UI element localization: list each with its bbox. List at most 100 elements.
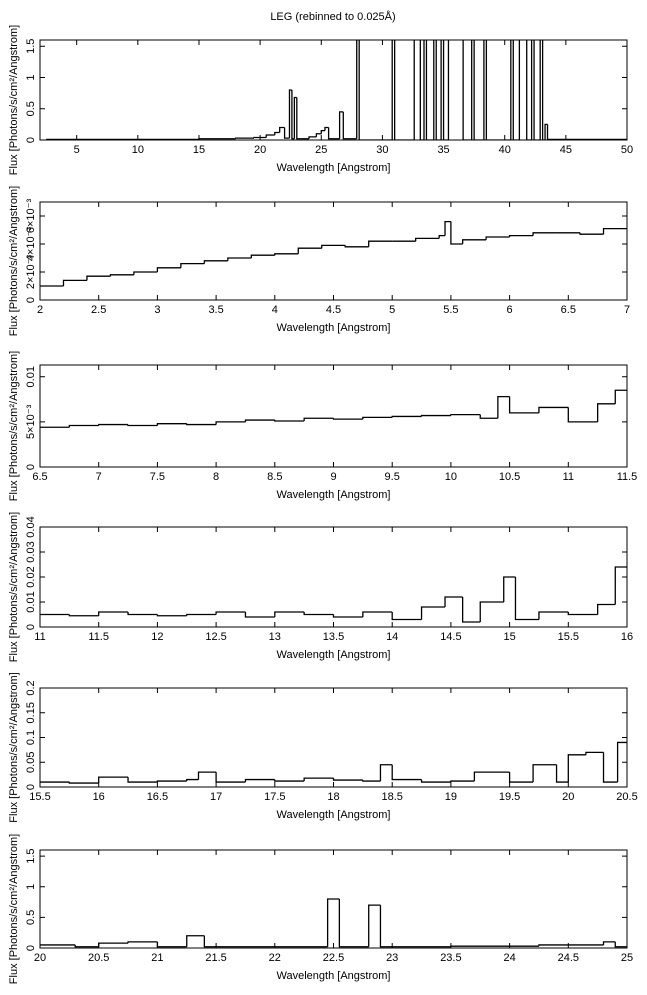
flux-step — [303, 612, 334, 616]
x-tick-label: 22.5 — [323, 952, 344, 964]
x-tick-label: 11.5 — [617, 471, 638, 483]
flux-step — [127, 777, 158, 783]
flux-step — [530, 40, 533, 140]
x-tick-label: 18.5 — [381, 791, 402, 803]
flux-step — [413, 40, 415, 140]
flux-step — [362, 416, 393, 420]
y-tick-label: 1 — [25, 74, 37, 80]
y-axis-label: Flux [Photons/s/cm²/Angstrom] — [8, 672, 20, 822]
flux-step — [585, 751, 604, 755]
flux-step — [447, 40, 450, 140]
x-axis-label: Wavelength [Angstrom] — [277, 970, 391, 982]
flux-step — [614, 389, 627, 404]
y-tick-label: 0.01 — [25, 366, 37, 387]
flux-step — [244, 612, 275, 618]
chart-title: LEG (rebinned to 0.025Å) — [270, 10, 395, 23]
flux-step — [338, 111, 344, 139]
x-tick-label: 15.5 — [558, 631, 579, 643]
flux-step — [415, 237, 440, 242]
flux-step — [368, 240, 393, 247]
x-tick-label: 10.5 — [499, 471, 520, 483]
flux-step — [614, 941, 627, 948]
x-tick-label: 15.5 — [29, 791, 50, 803]
flux-step — [450, 780, 475, 783]
flux-step — [391, 415, 422, 418]
plot-area — [40, 220, 627, 287]
flux-step — [127, 424, 158, 427]
flux-step — [479, 414, 498, 419]
y-axis-label: Flux [Photons/s/cm²/Angstrom] — [8, 25, 20, 175]
flux-step — [320, 129, 325, 134]
x-tick-label: 14 — [386, 631, 398, 643]
x-tick-label: 4 — [272, 304, 278, 316]
y-tick-label: 4×10⁻³ — [25, 227, 37, 262]
x-tick-label: 10 — [445, 471, 457, 483]
flux-step — [127, 612, 158, 616]
flux-step — [393, 40, 415, 140]
flux-step — [98, 776, 129, 784]
flux-step — [186, 613, 217, 616]
flux-step — [321, 244, 346, 249]
x-axis-label: Wavelength [Angstrom] — [277, 162, 391, 174]
plot-frame — [39, 39, 628, 141]
flux-step — [291, 90, 295, 140]
x-tick-label: 9.5 — [385, 471, 400, 483]
flux-step — [471, 40, 473, 140]
flux-step — [567, 407, 598, 423]
flux-step — [274, 611, 305, 617]
x-tick-label: 12.5 — [205, 631, 226, 643]
flux-step — [450, 221, 463, 245]
plot-frame — [39, 849, 628, 949]
flux-step — [332, 614, 363, 618]
flux-step — [602, 941, 616, 945]
flux-step — [508, 234, 534, 237]
flux-step — [539, 40, 541, 140]
plot-frame — [39, 364, 628, 468]
flux-step — [497, 395, 510, 419]
flux-step — [186, 935, 205, 947]
x-tick-label: 50 — [621, 144, 633, 156]
x-tick-label: 25 — [315, 144, 327, 156]
flux-step — [514, 577, 539, 621]
flux-step — [379, 764, 393, 782]
flux-step — [538, 611, 569, 620]
flux-step — [342, 111, 357, 140]
flux-step — [74, 944, 99, 948]
flux-step — [508, 772, 534, 783]
flux-step — [215, 611, 246, 615]
x-tick-label: 11 — [563, 471, 574, 483]
y-tick-label: 0.5 — [25, 910, 37, 925]
x-tick-label: 9 — [330, 471, 336, 483]
x-tick-label: 24 — [503, 952, 515, 964]
x-tick-label: 7 — [624, 304, 630, 316]
flux-step — [358, 40, 393, 140]
flux-step — [616, 741, 627, 783]
flux-step — [533, 40, 541, 140]
y-tick-label: 1 — [25, 884, 37, 890]
flux-step — [473, 40, 484, 140]
y-tick-label: 0.04 — [25, 516, 37, 537]
y-axis-label: Flux [Photons/s/cm²/Angstrom] — [8, 512, 20, 662]
x-tick-label: 7.5 — [150, 471, 165, 483]
flux-step — [512, 40, 520, 140]
x-tick-label: 20 — [254, 144, 266, 156]
flux-step — [420, 414, 451, 417]
flux-step — [508, 396, 539, 414]
flux-step — [197, 771, 217, 780]
flux-step — [602, 752, 618, 783]
y-axis-label: Flux [Photons/s/cm²/Angstrom] — [8, 186, 20, 336]
x-tick-label: 24.5 — [558, 952, 579, 964]
flux-step — [296, 97, 310, 140]
plot-frame — [39, 687, 628, 788]
flux-step — [483, 40, 485, 140]
plot-area — [40, 566, 627, 623]
flux-step — [250, 254, 275, 258]
x-tick-label: 16.5 — [147, 791, 168, 803]
x-tick-label: 15 — [503, 631, 515, 643]
x-tick-label: 17 — [210, 791, 222, 803]
x-axis-label: Wavelength [Angstrom] — [277, 809, 391, 821]
x-tick-label: 11 — [34, 631, 45, 643]
flux-step — [362, 611, 393, 617]
flux-step — [127, 941, 158, 944]
